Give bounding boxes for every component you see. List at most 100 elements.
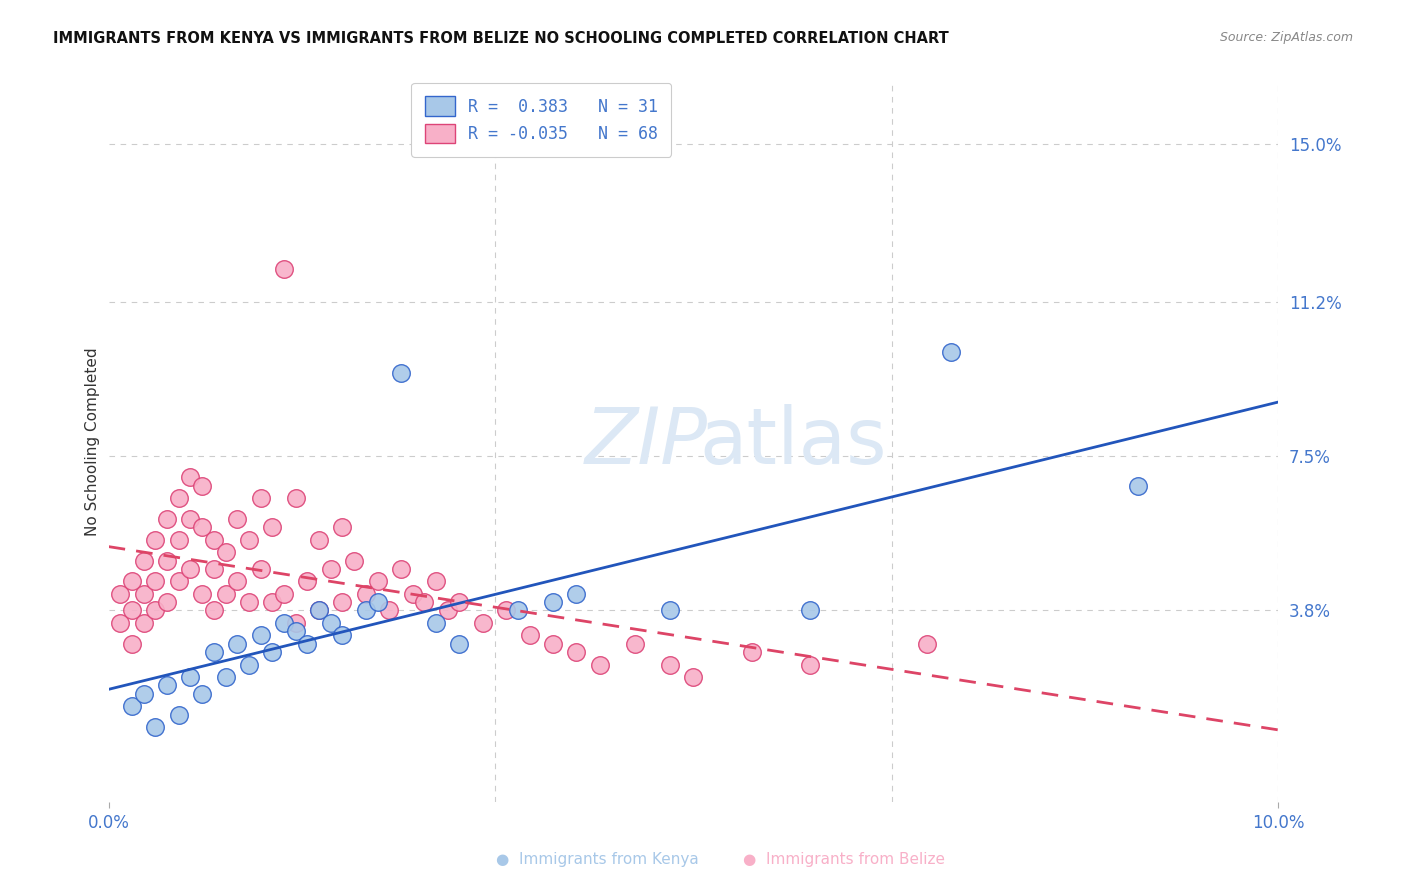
Point <box>624 637 647 651</box>
Point <box>506 603 529 617</box>
Text: atlas: atlas <box>699 404 886 480</box>
Point <box>110 615 132 630</box>
Point <box>132 687 155 701</box>
Point <box>179 562 201 576</box>
Point <box>297 574 319 589</box>
Point <box>367 574 389 589</box>
Point <box>284 615 307 630</box>
Text: Source: ZipAtlas.com: Source: ZipAtlas.com <box>1219 31 1353 45</box>
Point <box>202 533 225 547</box>
Point <box>436 603 458 617</box>
Point <box>156 553 179 567</box>
Point <box>799 657 821 672</box>
Point <box>156 678 179 692</box>
Point <box>425 574 447 589</box>
Point <box>367 595 389 609</box>
Point <box>226 637 249 651</box>
Point <box>495 603 517 617</box>
Point <box>145 720 167 734</box>
Y-axis label: No Schooling Completed: No Schooling Completed <box>86 348 100 536</box>
Point <box>167 574 190 589</box>
Point <box>449 595 471 609</box>
Point <box>145 574 167 589</box>
Point <box>214 545 236 559</box>
Point <box>202 562 225 576</box>
Point <box>389 366 412 380</box>
Point <box>413 595 436 609</box>
Point <box>167 533 190 547</box>
Point <box>741 645 763 659</box>
Point <box>308 603 330 617</box>
Point <box>319 615 342 630</box>
Point <box>179 670 201 684</box>
Point <box>401 587 423 601</box>
Point <box>541 595 564 609</box>
Text: ●  Immigrants from Kenya: ● Immigrants from Kenya <box>496 852 699 867</box>
Text: ●  Immigrants from Belize: ● Immigrants from Belize <box>742 852 945 867</box>
Point <box>541 637 564 651</box>
Point <box>238 533 260 547</box>
Point <box>915 637 938 651</box>
Text: ZIP: ZIP <box>585 404 709 480</box>
Point <box>565 587 588 601</box>
Point <box>682 670 704 684</box>
Point <box>799 603 821 617</box>
Point <box>262 645 284 659</box>
Point <box>354 603 377 617</box>
Point <box>191 478 214 492</box>
Point <box>238 595 260 609</box>
Point <box>249 628 271 642</box>
Point <box>132 587 155 601</box>
Point <box>939 345 962 359</box>
Point <box>471 615 494 630</box>
Point <box>319 562 342 576</box>
Point <box>214 670 236 684</box>
Point <box>343 553 366 567</box>
Point <box>214 587 236 601</box>
Point <box>191 520 214 534</box>
Point <box>284 491 307 505</box>
Point <box>249 562 271 576</box>
Point <box>284 624 307 639</box>
Point <box>389 562 412 576</box>
Point <box>132 615 155 630</box>
Point <box>658 657 681 672</box>
Point <box>273 615 295 630</box>
Point <box>156 512 179 526</box>
Point <box>167 491 190 505</box>
Point <box>262 595 284 609</box>
Point <box>121 637 143 651</box>
Point <box>191 687 214 701</box>
Point <box>249 491 271 505</box>
Point <box>308 533 330 547</box>
Point <box>110 587 132 601</box>
Point <box>332 520 354 534</box>
Point <box>121 574 143 589</box>
Point <box>202 645 225 659</box>
Legend: R =  0.383   N = 31, R = -0.035   N = 68: R = 0.383 N = 31, R = -0.035 N = 68 <box>412 83 671 156</box>
Text: IMMIGRANTS FROM KENYA VS IMMIGRANTS FROM BELIZE NO SCHOOLING COMPLETED CORRELATI: IMMIGRANTS FROM KENYA VS IMMIGRANTS FROM… <box>53 31 949 46</box>
Point <box>519 628 541 642</box>
Point <box>273 262 295 277</box>
Point <box>1126 478 1149 492</box>
Point <box>145 603 167 617</box>
Point <box>156 595 179 609</box>
Point <box>145 533 167 547</box>
Point <box>179 512 201 526</box>
Point <box>332 595 354 609</box>
Point <box>449 637 471 651</box>
Point <box>167 707 190 722</box>
Point <box>121 699 143 714</box>
Point <box>308 603 330 617</box>
Point <box>565 645 588 659</box>
Point <box>658 603 681 617</box>
Point <box>354 587 377 601</box>
Point <box>273 587 295 601</box>
Point <box>179 470 201 484</box>
Point <box>238 657 260 672</box>
Point <box>332 628 354 642</box>
Point <box>425 615 447 630</box>
Point <box>297 637 319 651</box>
Point <box>226 512 249 526</box>
Point <box>121 603 143 617</box>
